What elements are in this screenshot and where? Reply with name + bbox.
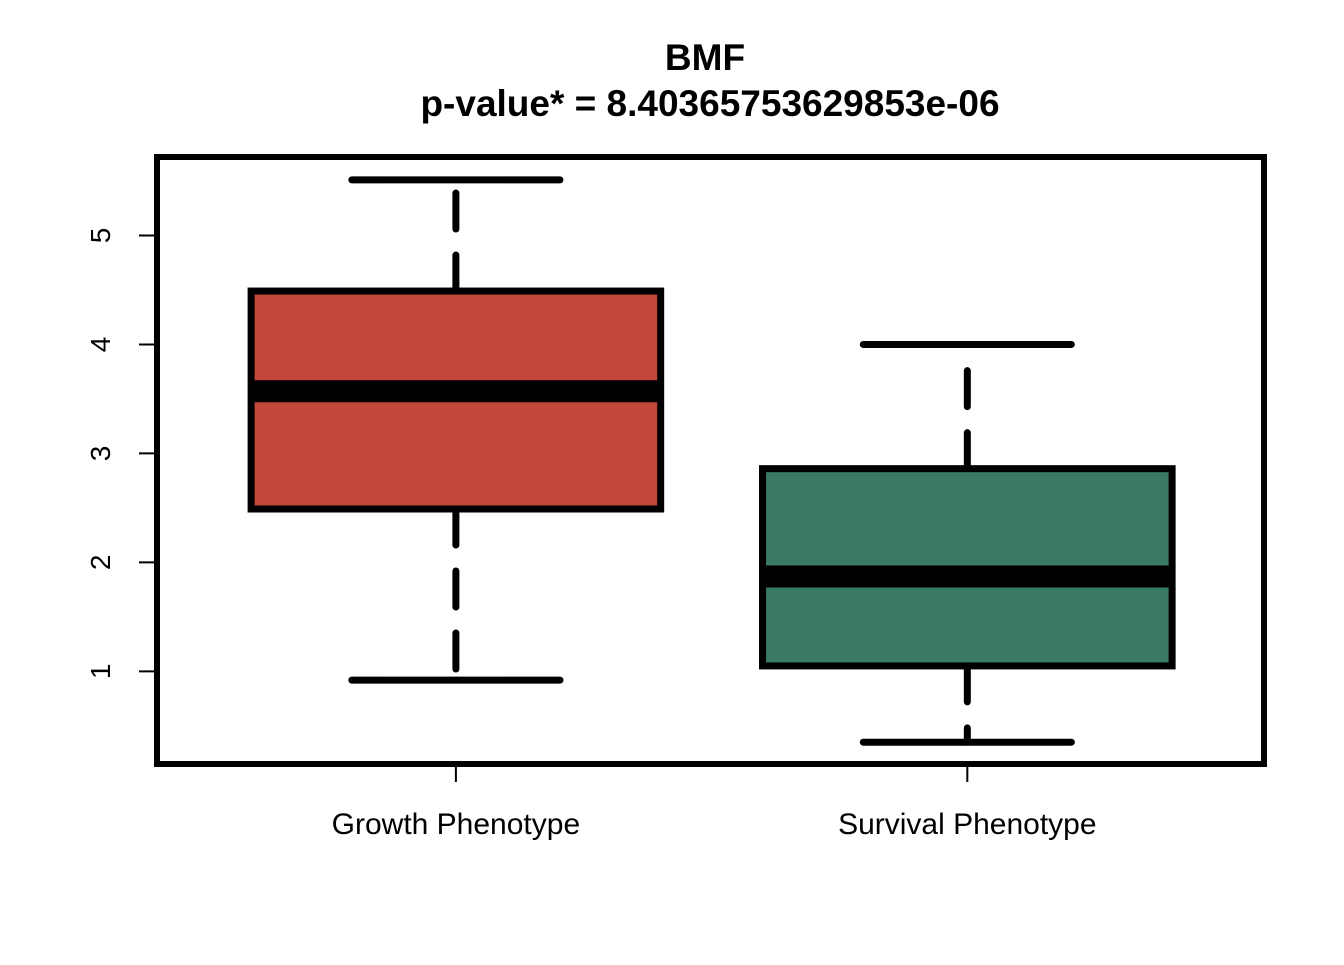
x-category-label: Growth Phenotype [332,808,580,841]
box-group [759,340,1176,746]
x-category-label: Survival Phenotype [838,808,1097,841]
chart-title: BMF [665,37,745,78]
y-tick-label: 5 [85,228,116,244]
x-axis: Growth Phenotype Survival Phenotype [332,764,1097,841]
boxes-layer [247,176,1176,746]
chart-subtitle: p-value* = 8.40365753629853e-06 [420,83,999,124]
y-tick-label: 1 [85,664,116,680]
y-axis: 1 2 3 4 5 [85,228,157,679]
y-tick-label: 2 [85,555,116,571]
y-tick-label: 3 [85,446,116,462]
plot-frame [154,154,1267,767]
box-group [247,176,665,684]
y-tick-label: 4 [85,337,116,353]
